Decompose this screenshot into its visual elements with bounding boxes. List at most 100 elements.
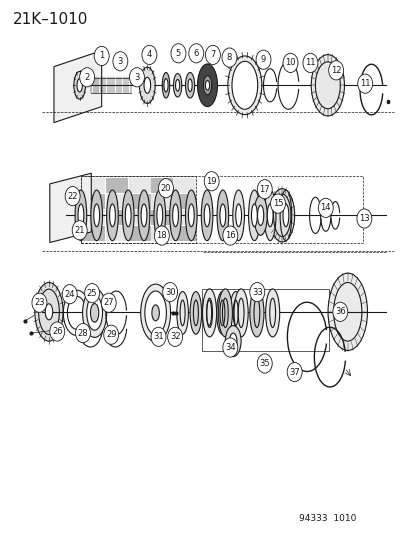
Text: 28: 28	[78, 329, 88, 337]
Ellipse shape	[280, 190, 292, 241]
Ellipse shape	[35, 282, 63, 341]
Ellipse shape	[250, 289, 264, 337]
Circle shape	[222, 48, 237, 67]
Ellipse shape	[107, 190, 118, 241]
Ellipse shape	[257, 205, 264, 225]
Ellipse shape	[251, 204, 257, 227]
Text: 21: 21	[74, 226, 85, 235]
Circle shape	[358, 74, 373, 93]
Bar	[174, 226, 196, 241]
Ellipse shape	[249, 190, 260, 241]
Ellipse shape	[173, 204, 178, 227]
Text: 27: 27	[103, 298, 114, 307]
Ellipse shape	[201, 190, 213, 241]
Circle shape	[85, 284, 100, 303]
Circle shape	[72, 221, 87, 240]
Ellipse shape	[225, 326, 241, 357]
Circle shape	[154, 226, 169, 245]
Ellipse shape	[110, 204, 115, 227]
Polygon shape	[54, 51, 102, 123]
Text: 12: 12	[331, 66, 342, 75]
Circle shape	[171, 44, 186, 63]
Ellipse shape	[217, 292, 228, 334]
Ellipse shape	[283, 204, 289, 227]
Circle shape	[189, 44, 204, 63]
Bar	[129, 194, 151, 209]
Ellipse shape	[188, 79, 192, 92]
Ellipse shape	[220, 204, 226, 227]
Circle shape	[333, 302, 348, 321]
Circle shape	[303, 53, 318, 72]
Text: 17: 17	[259, 185, 270, 193]
Ellipse shape	[264, 190, 276, 241]
Ellipse shape	[144, 77, 151, 93]
Text: 13: 13	[359, 214, 370, 223]
Ellipse shape	[78, 204, 84, 227]
Text: 1: 1	[99, 52, 104, 60]
Text: 36: 36	[335, 308, 346, 316]
Circle shape	[168, 327, 183, 346]
Bar	[151, 210, 173, 225]
Ellipse shape	[162, 72, 170, 98]
Bar	[106, 194, 128, 209]
Ellipse shape	[217, 190, 229, 241]
Circle shape	[357, 209, 372, 228]
Text: 7: 7	[210, 51, 215, 59]
Text: 3: 3	[134, 73, 139, 82]
Ellipse shape	[230, 292, 242, 334]
Circle shape	[163, 282, 178, 302]
Ellipse shape	[234, 289, 248, 337]
Bar	[106, 226, 128, 241]
Text: 21K–1010: 21K–1010	[12, 12, 88, 27]
Circle shape	[257, 354, 272, 373]
Text: 24: 24	[64, 290, 75, 298]
Ellipse shape	[91, 190, 103, 241]
Circle shape	[257, 180, 272, 199]
Text: 5: 5	[176, 49, 181, 58]
Ellipse shape	[164, 78, 168, 92]
Circle shape	[159, 179, 173, 198]
Text: 30: 30	[165, 288, 176, 296]
Polygon shape	[50, 173, 91, 243]
Ellipse shape	[203, 289, 217, 337]
Bar	[83, 210, 105, 225]
Bar	[174, 194, 196, 209]
Ellipse shape	[229, 333, 237, 349]
Ellipse shape	[141, 284, 171, 342]
Ellipse shape	[87, 295, 103, 330]
Ellipse shape	[328, 273, 368, 351]
Ellipse shape	[177, 292, 188, 334]
Text: 6: 6	[194, 49, 199, 58]
Text: 9: 9	[261, 55, 266, 64]
Circle shape	[80, 68, 95, 87]
Circle shape	[283, 53, 298, 72]
Ellipse shape	[83, 288, 107, 337]
Text: 18: 18	[156, 231, 167, 240]
Circle shape	[104, 325, 119, 344]
Text: 22: 22	[67, 192, 78, 200]
Ellipse shape	[228, 56, 262, 115]
Circle shape	[65, 187, 80, 206]
Circle shape	[205, 45, 220, 64]
Ellipse shape	[203, 292, 215, 334]
Text: 25: 25	[87, 289, 98, 297]
Ellipse shape	[254, 195, 267, 236]
Text: 31: 31	[153, 333, 164, 341]
Ellipse shape	[154, 190, 166, 241]
Bar	[106, 210, 128, 225]
Ellipse shape	[145, 291, 166, 335]
Ellipse shape	[77, 78, 82, 92]
Text: 26: 26	[52, 327, 63, 336]
Ellipse shape	[94, 204, 100, 227]
Bar	[151, 194, 173, 209]
Ellipse shape	[74, 71, 85, 99]
Circle shape	[76, 324, 90, 343]
Ellipse shape	[204, 204, 210, 227]
Ellipse shape	[90, 304, 99, 322]
Text: 29: 29	[106, 330, 117, 339]
Ellipse shape	[190, 292, 202, 334]
Text: 16: 16	[225, 231, 236, 240]
Bar	[129, 226, 151, 241]
Ellipse shape	[176, 79, 180, 91]
Circle shape	[129, 68, 144, 87]
